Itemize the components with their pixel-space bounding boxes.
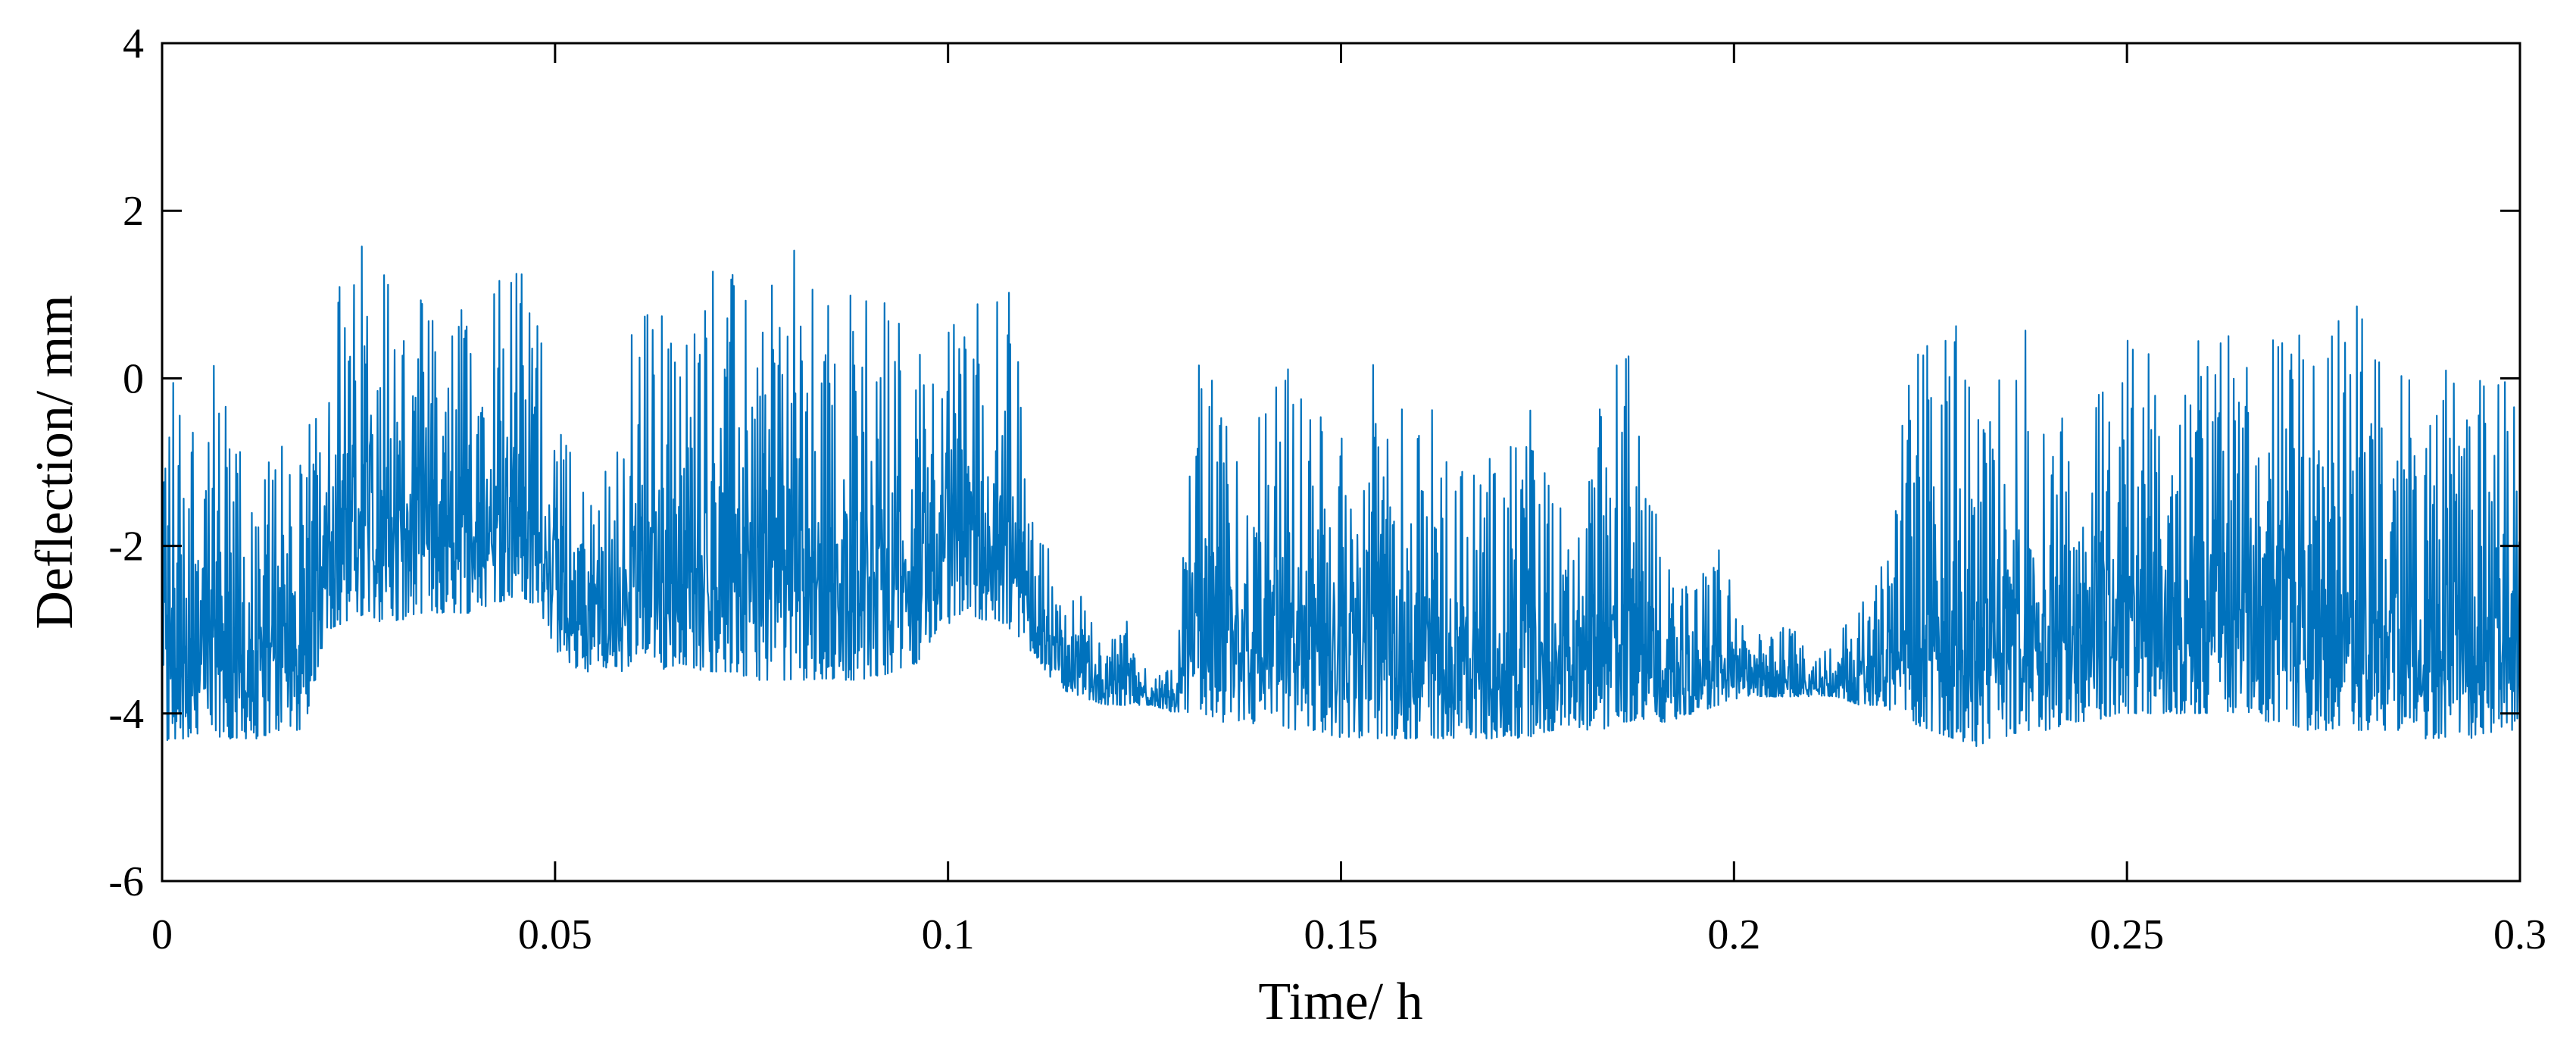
y-tick-label: 2	[123, 188, 144, 235]
y-tick-label: -2	[108, 523, 144, 570]
x-tick-label: 0.05	[518, 911, 592, 958]
x-axis-title: Time/ h	[1258, 973, 1422, 1031]
y-tick-label: -4	[108, 691, 144, 738]
deflection-series-line	[161, 245, 2521, 747]
y-axis-title: Deflection/ mm	[26, 295, 84, 629]
x-tick-label: 0.3	[2493, 911, 2546, 958]
x-tick-label: 0.1	[922, 911, 975, 958]
x-tick-label: 0.15	[1304, 911, 1379, 958]
x-tick-label: 0	[151, 911, 173, 958]
y-tick-label: -6	[108, 858, 144, 905]
y-tick-label: 0	[123, 355, 144, 402]
x-tick-label: 0.25	[2090, 911, 2164, 958]
series-layer	[161, 245, 2521, 747]
x-tick-label: 0.2	[1707, 911, 1760, 958]
axis-ticks	[161, 42, 2521, 883]
y-tick-label: 4	[123, 20, 144, 67]
x-tick-labels: 0 0.05 0.1 0.15 0.2 0.25 0.3	[151, 911, 2546, 958]
y-tick-labels: -6 -4 -2 0 2 4	[108, 20, 144, 905]
